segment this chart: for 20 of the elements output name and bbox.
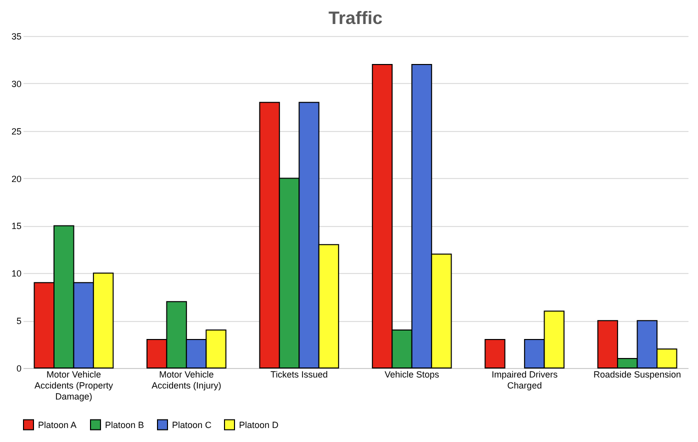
y-tick-label: 35 bbox=[11, 32, 22, 42]
y-tick-label: 15 bbox=[11, 221, 22, 232]
x-tick-label: Vehicle Stops bbox=[384, 370, 440, 380]
bar bbox=[484, 339, 506, 368]
legend-label: Platoon B bbox=[105, 420, 144, 430]
legend-label: Platoon C bbox=[172, 420, 212, 430]
chart-title: Traffic bbox=[328, 8, 383, 28]
y-tick-label: 30 bbox=[11, 78, 22, 89]
x-tick-label: Impaired Drivers Charged bbox=[492, 370, 558, 390]
y-tick-label: 0 bbox=[16, 364, 22, 374]
x-tick-label: Tickets Issued bbox=[270, 370, 328, 380]
y-tick-label: 10 bbox=[11, 268, 22, 279]
y-tick-label: 5 bbox=[16, 316, 22, 326]
legend-label: Platoon D bbox=[239, 420, 280, 430]
legend-label: Platoon A bbox=[38, 420, 77, 430]
y-tick-label: 20 bbox=[11, 174, 22, 184]
x-tick-label: Motor Vehicle Accidents (Injury) bbox=[152, 370, 222, 390]
x-tick-label: Roadside Suspension bbox=[594, 370, 682, 380]
y-tick-label: 25 bbox=[11, 126, 22, 136]
x-tick-label: Motor Vehicle Accidents (Property Damage) bbox=[34, 370, 114, 402]
